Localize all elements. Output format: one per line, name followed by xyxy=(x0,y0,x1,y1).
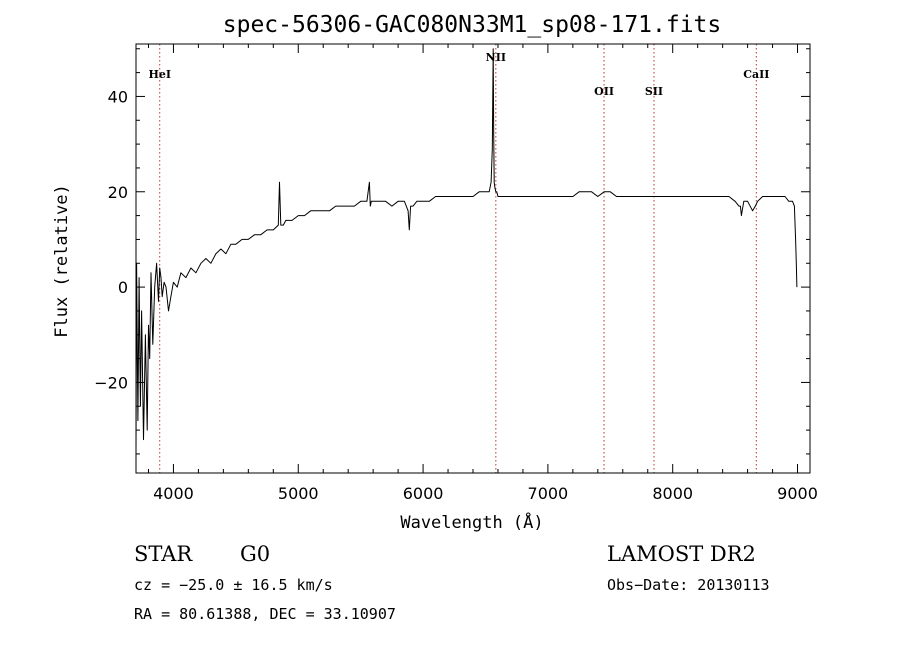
y-axis-ticks xyxy=(136,48,810,455)
y-axis-label: Flux (relative) xyxy=(52,184,72,338)
marker-label-hei: HeI xyxy=(148,68,171,81)
x-tick-label: 9000 xyxy=(777,484,818,503)
coordinates-readout: RA = 80.61388, DEC = 33.10907 xyxy=(134,605,396,623)
marker-label-sii: SII xyxy=(645,85,663,98)
x-tick-label: 6000 xyxy=(403,484,444,503)
redshift-readout: cz = −25.0 ± 16.5 km/s xyxy=(134,576,333,594)
x-axis-ticks xyxy=(147,44,799,473)
marker-label-oii: OII xyxy=(594,85,614,98)
marker-label-nii: NII xyxy=(486,51,506,64)
plot-frame xyxy=(135,43,811,474)
line-marker-labels: HeI NII OII SII CaII xyxy=(148,51,769,98)
x-tick-label: 4000 xyxy=(153,484,194,503)
y-tick-label: 40 xyxy=(108,87,128,106)
marker-label-caii: CaII xyxy=(743,68,769,81)
x-tick-label: 7000 xyxy=(528,484,569,503)
x-tick-label: 5000 xyxy=(278,484,319,503)
survey-name: LAMOST DR2 xyxy=(607,542,756,566)
x-axis-label: Wavelength (Å) xyxy=(400,511,543,533)
object-subclass: G0 xyxy=(240,542,270,566)
y-axis-tick-labels: −20 0 20 40 xyxy=(94,87,128,392)
spectrum-line xyxy=(135,48,798,454)
x-axis-tick-labels: 4000 5000 6000 7000 8000 9000 xyxy=(153,484,818,503)
line-markers xyxy=(159,44,757,473)
x-tick-label: 8000 xyxy=(652,484,693,503)
object-class: STAR xyxy=(134,542,193,566)
chart-title: spec-56306-GAC080N33M1_sp08-171.fits xyxy=(223,12,722,38)
obs-date: Obs−Date: 20130113 xyxy=(607,576,770,594)
y-tick-label: −20 xyxy=(94,373,128,392)
y-tick-label: 20 xyxy=(108,183,128,202)
y-tick-label: 0 xyxy=(118,278,128,297)
